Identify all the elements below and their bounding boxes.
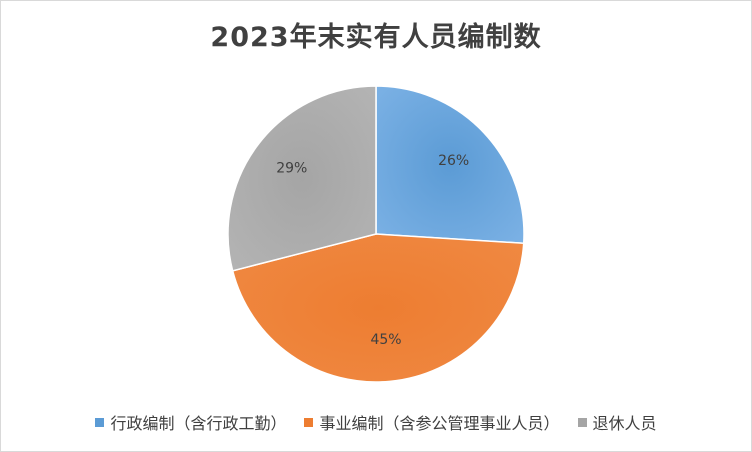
legend-label-retired: 退休人员 bbox=[592, 414, 657, 433]
legend-item-admin: 行政编制（含行政工勤） bbox=[95, 410, 286, 434]
legend-swatch-institution bbox=[304, 417, 314, 427]
pie-slice-retired bbox=[227, 85, 377, 272]
legend-item-retired: 退休人员 bbox=[577, 410, 657, 434]
legend-swatch-admin bbox=[95, 417, 105, 427]
pie-label-retired: 29% bbox=[276, 161, 307, 177]
legend-swatch-retired bbox=[577, 417, 587, 427]
pie-label-admin: 26% bbox=[438, 153, 469, 169]
legend-label-institution: 事业编制（含参公管理事业人员） bbox=[319, 414, 560, 433]
chart-title: 2023年末实有人员编制数 bbox=[210, 22, 542, 53]
chart-legend: 行政编制（含行政工勤） 事业编制（含参公管理事业人员） 退休人员 bbox=[1, 410, 751, 434]
legend-label-admin: 行政编制（含行政工勤） bbox=[110, 414, 287, 433]
pie-label-institution: 45% bbox=[370, 332, 401, 348]
legend-item-institution: 事业编制（含参公管理事业人员） bbox=[304, 410, 560, 434]
pie-slice-admin bbox=[375, 85, 525, 245]
pie-slice-institution bbox=[231, 233, 525, 383]
